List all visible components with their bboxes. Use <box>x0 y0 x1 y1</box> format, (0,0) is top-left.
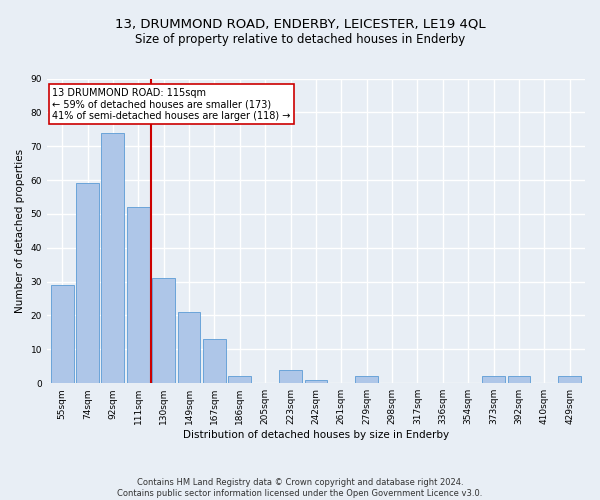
Bar <box>279 370 302 383</box>
Text: 13 DRUMMOND ROAD: 115sqm
← 59% of detached houses are smaller (173)
41% of semi-: 13 DRUMMOND ROAD: 115sqm ← 59% of detach… <box>52 88 290 121</box>
Bar <box>305 380 328 383</box>
Bar <box>101 132 124 383</box>
Bar <box>203 339 226 383</box>
Bar <box>152 278 175 383</box>
Bar <box>508 376 530 383</box>
Text: Contains HM Land Registry data © Crown copyright and database right 2024.
Contai: Contains HM Land Registry data © Crown c… <box>118 478 482 498</box>
Bar <box>51 285 74 383</box>
Text: 13, DRUMMOND ROAD, ENDERBY, LEICESTER, LE19 4QL: 13, DRUMMOND ROAD, ENDERBY, LEICESTER, L… <box>115 18 485 30</box>
X-axis label: Distribution of detached houses by size in Enderby: Distribution of detached houses by size … <box>183 430 449 440</box>
Y-axis label: Number of detached properties: Number of detached properties <box>15 149 25 313</box>
Bar <box>559 376 581 383</box>
Bar <box>178 312 200 383</box>
Text: Size of property relative to detached houses in Enderby: Size of property relative to detached ho… <box>135 32 465 46</box>
Bar <box>482 376 505 383</box>
Bar <box>355 376 378 383</box>
Bar <box>229 376 251 383</box>
Bar <box>127 207 150 383</box>
Bar <box>76 184 99 383</box>
